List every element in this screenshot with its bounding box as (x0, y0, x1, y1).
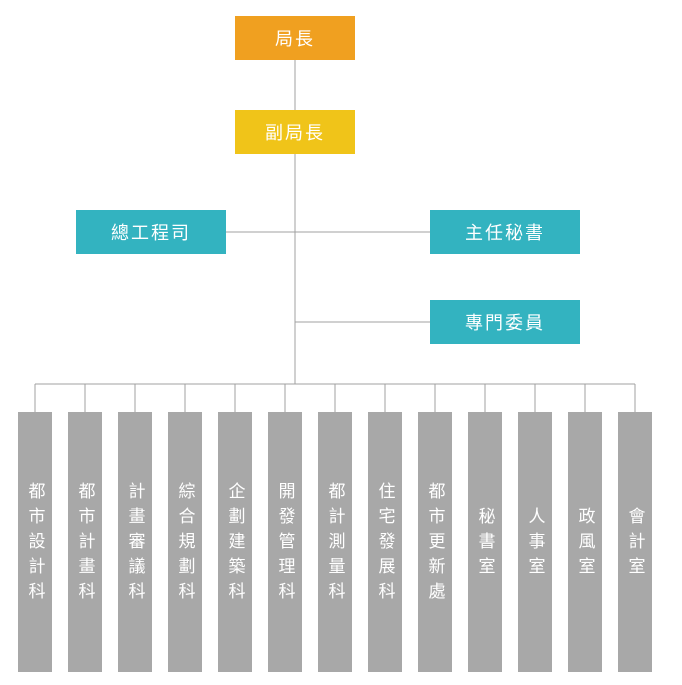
dept-label: 會計室 (623, 507, 648, 582)
node-chief_engineer: 總工程司 (76, 210, 226, 254)
dept-label: 綜合規劃科 (173, 482, 198, 607)
dept-label: 都市計畫科 (73, 482, 98, 607)
dept-label: 人事室 (523, 507, 548, 582)
dept-label: 都計測量科 (323, 482, 348, 607)
node-label: 主任秘書 (465, 219, 545, 245)
dept-box: 秘書室 (468, 412, 502, 672)
dept-label: 開發管理科 (273, 482, 298, 607)
node-label: 局長 (275, 25, 315, 51)
node-label: 副局長 (265, 119, 325, 145)
node-deputy: 副局長 (235, 110, 355, 154)
dept-box: 都計測量科 (318, 412, 352, 672)
dept-box: 政風室 (568, 412, 602, 672)
dept-box: 人事室 (518, 412, 552, 672)
dept-box: 都市設計科 (18, 412, 52, 672)
node-director: 局長 (235, 16, 355, 60)
dept-box: 會計室 (618, 412, 652, 672)
dept-label: 住宅發展科 (373, 482, 398, 607)
node-label: 總工程司 (111, 219, 191, 245)
dept-label: 都市更新處 (423, 482, 448, 607)
dept-box: 企劃建築科 (218, 412, 252, 672)
dept-box: 住宅發展科 (368, 412, 402, 672)
node-chief_secretary: 主任秘書 (430, 210, 580, 254)
dept-box: 開發管理科 (268, 412, 302, 672)
dept-label: 企劃建築科 (223, 482, 248, 607)
dept-box: 計畫審議科 (118, 412, 152, 672)
dept-label: 秘書室 (473, 507, 498, 582)
dept-box: 都市計畫科 (68, 412, 102, 672)
dept-box: 綜合規劃科 (168, 412, 202, 672)
dept-label: 計畫審議科 (123, 482, 148, 607)
dept-label: 政風室 (573, 507, 598, 582)
node-label: 專門委員 (465, 309, 545, 335)
dept-label: 都市設計科 (23, 482, 48, 607)
node-senior_exec: 專門委員 (430, 300, 580, 344)
dept-box: 都市更新處 (418, 412, 452, 672)
